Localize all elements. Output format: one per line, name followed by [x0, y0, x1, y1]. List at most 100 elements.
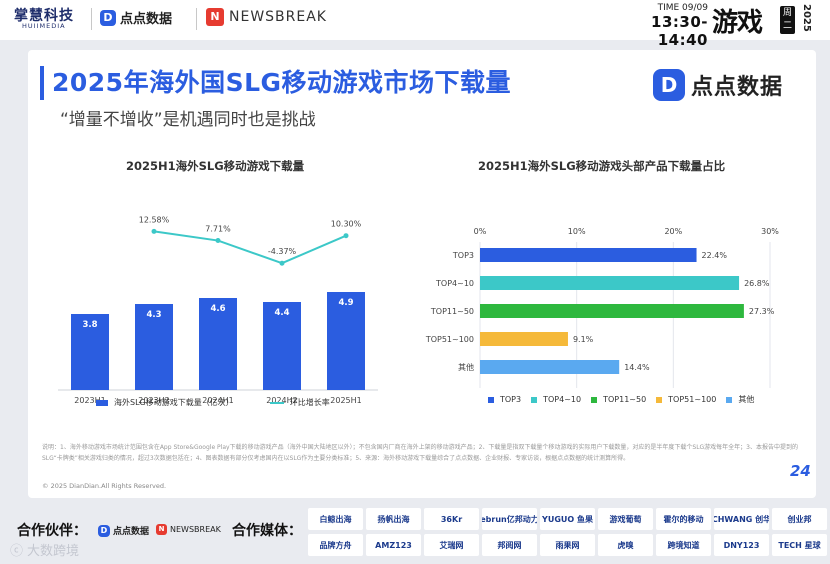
chart2-legend-label: TOP11~50 — [603, 395, 647, 404]
divider — [196, 8, 197, 30]
chart1-title: 2025H1海外SLG移动游戏下载量 — [126, 159, 305, 173]
watermark-icon: ⓒ — [10, 544, 24, 559]
chart2-category-label: TOP4~10 — [435, 279, 474, 288]
chart1-bar-label: 4.3 — [146, 310, 161, 320]
chart2-x-tick: 0% — [474, 227, 487, 236]
title-accent-bar — [40, 66, 44, 100]
chart2-bar — [480, 248, 697, 262]
chart2-legend: TOP3 TOP4~10 TOP11~50 TOP51~100 其他 — [488, 394, 758, 405]
media-logo: 雨果网 — [540, 534, 595, 556]
media-grid: 白鲸出海 扬帆出海 36Kr ebrun亿邦动力 YUGUO 鱼果 游戏葡萄 霍尔的移动 CH… — [308, 508, 827, 556]
legend-label-line: 环比增长率 — [289, 398, 330, 407]
media-logo: 艾瑞网 — [424, 534, 479, 556]
chart2-value-label: 9.1% — [573, 335, 594, 344]
newsbreak-icon: N — [156, 524, 167, 535]
media-logo: 虎嗅 — [598, 534, 653, 556]
chart1-bar-label: 4.6 — [210, 304, 225, 314]
chart1-x-tick: 2025H1 — [330, 396, 361, 405]
chart2-bar — [480, 360, 620, 374]
chart1-growth-line — [153, 230, 347, 265]
media-logo: ebrun亿邦动力 — [482, 508, 537, 530]
media-logo: AMZ123 — [366, 534, 421, 556]
diandian-logo: D 点点数据 — [100, 8, 172, 27]
chart1-bar-label: 4.9 — [338, 298, 353, 308]
newsbreak-logo: N NEWSBREAK — [206, 8, 327, 26]
chart1-growth-label: -4.37% — [268, 247, 297, 256]
diandian-logo-text: 点点数据 — [120, 12, 173, 27]
chart2-category-label: TOP3 — [452, 251, 474, 260]
watermark: ⓒ 大数跨境 — [10, 540, 79, 559]
diandian-icon: D — [100, 9, 116, 26]
partner-diandian-text: 点点数据 — [113, 527, 150, 537]
chart1-legend: 海外SLG移动游戏下载量（亿次） 环比增长率 — [96, 397, 330, 408]
footnote: 说明：1、海外移动游戏市场统计范围包含在App Store&Google Pla… — [42, 444, 799, 462]
chart2-title: 2025H1海外SLG移动游戏头部产品下载量占比 — [478, 159, 726, 173]
chart2-legend-label: 其他 — [738, 395, 755, 404]
huimedia-logo-sub: HUIIMEDIA — [22, 22, 66, 30]
partners-label: 合作伙伴： — [17, 523, 87, 539]
chart1-growth-label: 10.30% — [331, 220, 362, 229]
media-logo: 36Kr — [424, 508, 479, 530]
chart1-growth-point — [215, 238, 221, 244]
chart2-legend-swatch — [591, 396, 598, 403]
chart1-bar — [263, 302, 301, 390]
media-logo: DNY123 — [714, 534, 769, 556]
chart1-growth-point — [279, 260, 285, 266]
slide-title: 2025年海外国SLG移动游戏市场下载量 — [52, 68, 512, 97]
chart2-value-label: 27.3% — [749, 307, 775, 316]
chart2-legend-swatch — [531, 396, 538, 403]
copyright: © 2025 DianDian.All Rights Reserved. — [42, 482, 167, 490]
chart2-value-label: 22.4% — [702, 251, 728, 260]
chart1-x-tick: 2023H2 — [138, 396, 169, 405]
chart1-x-tick: 2024H1 — [202, 396, 233, 405]
chart2-x-tick: 20% — [664, 227, 682, 236]
media-logo: CHWANG 创华 — [714, 508, 769, 530]
chart1-bar — [71, 314, 109, 390]
chart1-bar — [327, 292, 365, 390]
chart2-category-label: 其他 — [458, 362, 474, 372]
page-number: 24 — [790, 462, 811, 480]
time-range: 13:30-14:40 — [651, 13, 708, 49]
chart2-value-label: 26.8% — [744, 279, 770, 288]
chart1-growth-label: 7.71% — [205, 225, 231, 234]
legend-swatch-bar — [96, 399, 108, 406]
media-logo: 跨境知道 — [656, 534, 711, 556]
newsbreak-logo-text: NEWSBREAK — [229, 9, 327, 25]
media-logo: 霍尔的移动 — [656, 508, 711, 530]
diandian-icon: D — [98, 524, 110, 537]
chart2-category-label: TOP11~50 — [430, 307, 474, 316]
media-label: 合作媒体： — [232, 523, 302, 539]
chart1-download-volume: 3.8 2023H1 4.3 2023H2 12.58% 4.6 2024H1 7.71% 4.… — [58, 215, 378, 405]
media-logo: 品牌方舟 — [308, 534, 363, 556]
brand-text: 点点数据 — [691, 75, 784, 100]
partner-diandian: D 点点数据 — [98, 524, 149, 537]
chart2-legend-swatch — [488, 396, 494, 403]
media-logo: 游戏葡萄 — [598, 508, 653, 530]
watermark-text: 大数跨境 — [27, 544, 80, 559]
chart2-x-tick: 10% — [568, 227, 586, 236]
diandian-brand-icon: D — [653, 69, 685, 101]
legend-label-bar: 海外SLG移动游戏下载量（亿次） — [114, 398, 234, 407]
chart1-bar-label: 4.4 — [274, 308, 289, 318]
chart1-growth-label: 12.58% — [139, 215, 170, 224]
chart2-bar — [480, 332, 568, 346]
partner-newsbreak-text: NEWSBREAK — [170, 525, 221, 534]
chart1-bar — [135, 304, 173, 390]
divider — [91, 8, 92, 30]
event-year: 2025 — [801, 4, 812, 32]
chart2-bar — [480, 276, 740, 290]
slide: 2025年海外国SLG移动游戏市场下载量 “增量不增收”是机遇同时也是挑战 D … — [28, 50, 816, 498]
event-name: 游戏 — [712, 8, 763, 38]
chart2-top-product-share: 0% 10% 20% 30% TOP3 22.4% TOP4~10 26.8% TOP11~50… — [425, 227, 779, 388]
top-bar: 掌慧科技 HUIIMEDIA D 点点数据 N NEWSBREAK TIME 0… — [0, 0, 830, 49]
media-logo: TECH 星球 — [772, 534, 827, 556]
media-logo: 扬帆出海 — [366, 508, 421, 530]
huimedia-logo: 掌慧科技 — [14, 8, 74, 24]
chart1-bar — [199, 298, 237, 390]
media-logo: 白鲸出海 — [308, 508, 363, 530]
media-logo: 创业邦 — [772, 508, 827, 530]
legend-swatch-line — [269, 401, 284, 404]
chart2-value-label: 14.4% — [624, 363, 650, 372]
media-logo: 邦阅网 — [482, 534, 537, 556]
session-time: TIME 09/09 13:30-14:40 — [622, 3, 708, 49]
